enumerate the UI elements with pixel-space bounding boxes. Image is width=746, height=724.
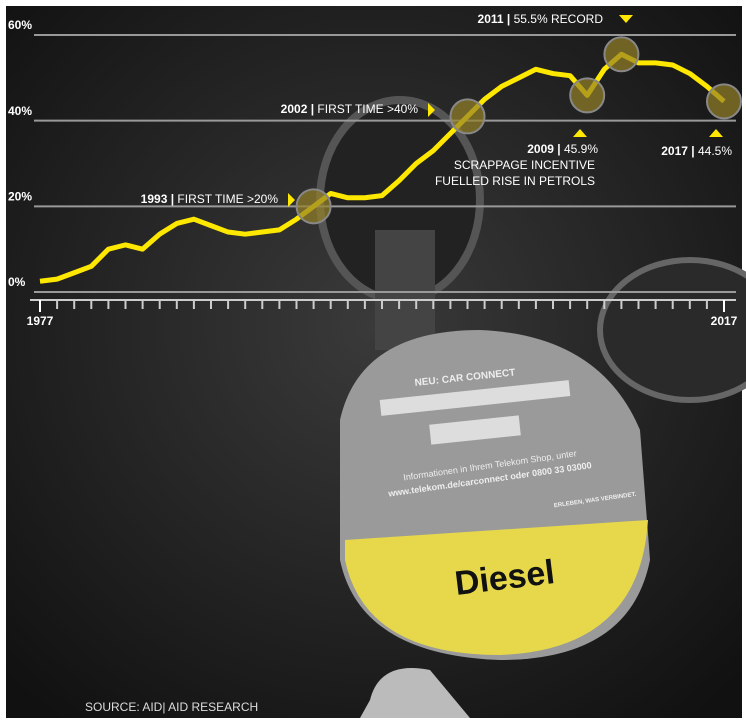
highlight-circle (570, 78, 604, 112)
source: SOURCE: AID| AID RESEARCH (85, 700, 258, 714)
annotation: 2002 | FIRST TIME >40% (281, 102, 419, 116)
annotation-text: FIRST TIME >40% (317, 102, 418, 116)
annotation-head: 2017 | (661, 144, 694, 158)
highlight-circle (604, 37, 638, 71)
annotation-note: SCRAPPAGE INCENTIVE (454, 158, 595, 172)
annotation-text: 45.9% (564, 142, 598, 156)
annotation: 1993 | FIRST TIME >20% (141, 192, 279, 206)
annotation-note: FUELLED RISE IN PETROLS (435, 174, 595, 188)
highlight-circle (297, 189, 331, 223)
highlight-circle (451, 99, 485, 133)
y-tick-label: 20% (8, 190, 32, 204)
y-tick-label: 0% (8, 275, 26, 289)
x-tick-label: 2017 (711, 314, 738, 328)
annotation-head: 2011 | (478, 12, 511, 26)
highlight-circle (707, 84, 741, 118)
annotation: 2009 | 45.9% (527, 142, 598, 156)
annotation: 2017 | 44.5% (661, 144, 732, 158)
chart: NEU: CAR CONNECT Informationen in Ihrem … (0, 0, 746, 724)
y-tick-label: 60% (8, 18, 32, 32)
y-tick-label: 40% (8, 104, 32, 118)
annotation-text: 44.5% (698, 144, 732, 158)
annotation-text: FIRST TIME >20% (177, 192, 278, 206)
annotation-head: 2002 | (281, 102, 314, 116)
annotation-head: 2009 | (527, 142, 560, 156)
annotation: 2011 | 55.5% RECORD (478, 12, 604, 26)
annotation-head: 1993 | (141, 192, 174, 206)
annotation-text: 55.5% RECORD (514, 12, 604, 26)
x-tick-label: 1977 (27, 314, 54, 328)
